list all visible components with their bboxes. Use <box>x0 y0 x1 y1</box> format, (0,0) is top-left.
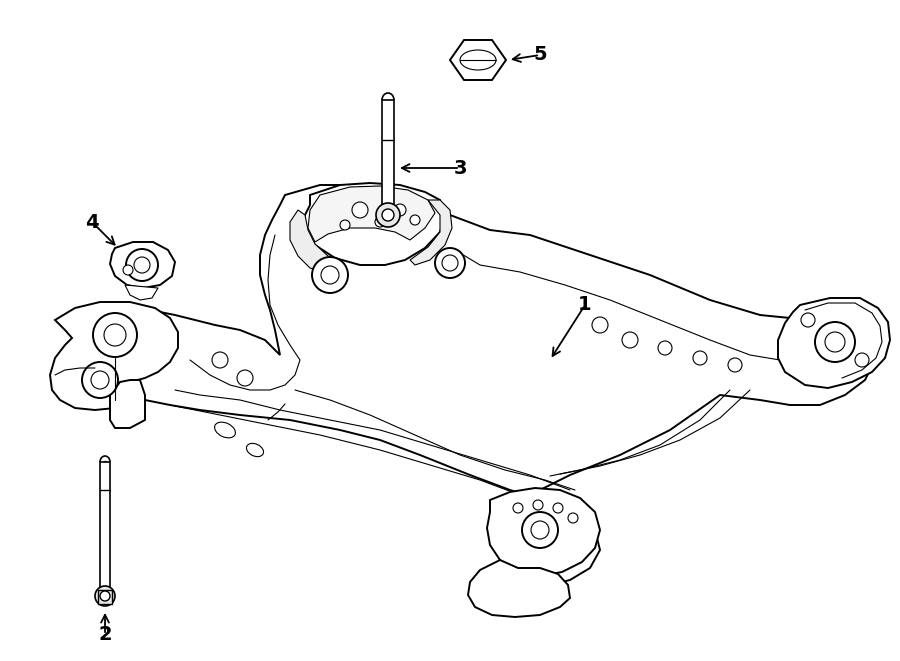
Polygon shape <box>110 380 145 428</box>
Circle shape <box>592 317 608 333</box>
Circle shape <box>321 266 339 284</box>
Circle shape <box>100 591 110 601</box>
Circle shape <box>622 332 638 348</box>
Circle shape <box>728 358 742 372</box>
Circle shape <box>134 257 150 273</box>
Circle shape <box>801 313 815 327</box>
Polygon shape <box>110 242 175 288</box>
Polygon shape <box>100 462 110 590</box>
Circle shape <box>533 500 543 510</box>
Circle shape <box>693 351 707 365</box>
Circle shape <box>237 370 253 386</box>
Ellipse shape <box>214 422 236 438</box>
Polygon shape <box>98 590 112 604</box>
Circle shape <box>855 353 869 367</box>
Polygon shape <box>468 560 570 617</box>
Circle shape <box>375 217 385 227</box>
Circle shape <box>531 521 549 539</box>
Circle shape <box>825 332 845 352</box>
Circle shape <box>104 324 126 346</box>
Polygon shape <box>305 183 445 265</box>
Text: 1: 1 <box>578 295 592 315</box>
Text: 4: 4 <box>86 212 99 231</box>
Circle shape <box>658 341 672 355</box>
Polygon shape <box>308 186 435 242</box>
Circle shape <box>95 586 115 606</box>
Circle shape <box>376 203 400 227</box>
Circle shape <box>522 512 558 548</box>
Circle shape <box>410 215 420 225</box>
Polygon shape <box>290 210 340 272</box>
Circle shape <box>82 362 118 398</box>
Circle shape <box>442 255 458 271</box>
Circle shape <box>312 257 348 293</box>
Circle shape <box>340 220 350 230</box>
Circle shape <box>212 352 228 368</box>
Polygon shape <box>778 298 890 388</box>
Text: 5: 5 <box>533 46 547 65</box>
Polygon shape <box>125 285 158 300</box>
Ellipse shape <box>247 444 264 457</box>
Text: 2: 2 <box>98 625 112 644</box>
Circle shape <box>435 248 465 278</box>
Circle shape <box>126 249 158 281</box>
Circle shape <box>394 204 406 216</box>
Circle shape <box>123 265 133 275</box>
Text: 3: 3 <box>454 159 467 178</box>
Circle shape <box>815 322 855 362</box>
Polygon shape <box>487 488 600 576</box>
Circle shape <box>352 202 368 218</box>
Circle shape <box>553 503 563 513</box>
Circle shape <box>91 371 109 389</box>
Polygon shape <box>50 302 178 410</box>
Polygon shape <box>382 100 394 210</box>
Circle shape <box>568 513 578 523</box>
Circle shape <box>93 313 137 357</box>
Circle shape <box>382 209 394 221</box>
Polygon shape <box>410 200 452 265</box>
Polygon shape <box>450 40 506 80</box>
Polygon shape <box>90 185 875 585</box>
Circle shape <box>513 503 523 513</box>
Ellipse shape <box>460 50 496 70</box>
